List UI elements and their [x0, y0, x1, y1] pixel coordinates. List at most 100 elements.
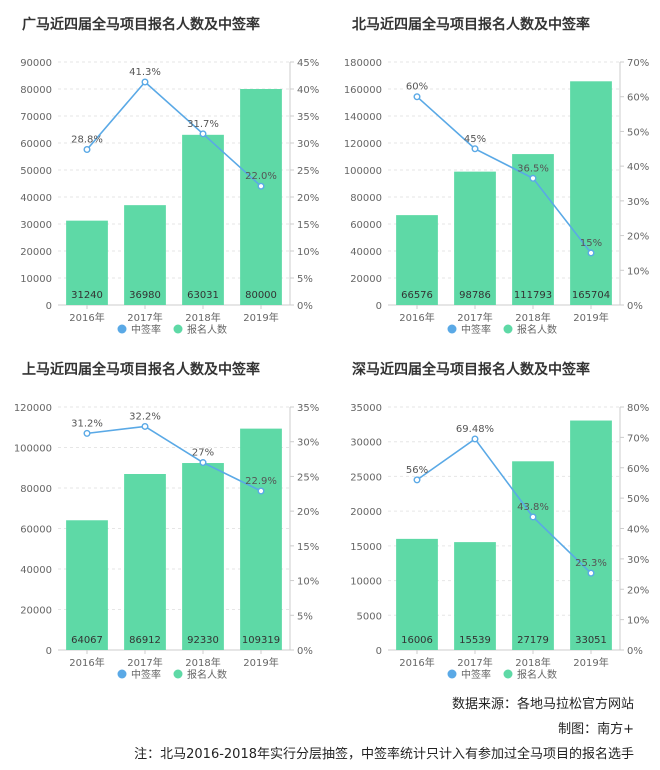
bar [454, 171, 496, 305]
chart-guangzhou: 0 10000 20000 30000 40000 50000 60000 70000 8000… [20, 58, 319, 336]
chart-title: 广马近四届全马项目报名人数及中签率 [22, 17, 260, 33]
legend-bar-icon [173, 669, 183, 679]
y-left-tick-label: 120000 [344, 139, 382, 150]
bar [396, 215, 438, 305]
y-right-tick-label: 30% [627, 555, 649, 566]
x-tick-label: 2018年 [515, 656, 550, 669]
y-left-tick-label: 80000 [20, 484, 52, 495]
y-right-tick-label: 5% [297, 611, 313, 622]
bar-value-label: 36980 [129, 290, 161, 301]
rate-label: 22.9% [245, 476, 277, 487]
chart-panel-guangzhou: 广马近四届全马项目报名人数及中签率 0 10000 20000 30000 40000 5… [0, 0, 330, 345]
y-right-tick-label: 60% [627, 93, 649, 104]
x-tick-label: 2017年 [127, 311, 162, 324]
y-right-tick-label: 50% [627, 494, 649, 505]
y-left-tick-label: 10000 [20, 274, 52, 285]
x-tick-label: 2016年 [69, 656, 104, 669]
bar [570, 420, 612, 650]
y-right-tick-label: 0% [297, 301, 313, 312]
y-left-tick-label: 60000 [350, 220, 382, 231]
bar-value-label: 80000 [245, 290, 277, 301]
rate-label: 27% [192, 448, 214, 459]
bar-value-label: 165704 [572, 290, 610, 301]
y-left-tick-label: 40000 [350, 247, 382, 258]
x-tick-label: 2017年 [457, 311, 492, 324]
y-right-tick-label: 10% [297, 247, 319, 258]
y-left-tick-label: 30000 [20, 220, 52, 231]
legend-line-icon [117, 669, 127, 679]
rate-point [199, 459, 207, 467]
rate-label: 36.5% [517, 163, 549, 174]
x-tick-label: 2018年 [185, 311, 220, 324]
y-left-tick-label: 0 [46, 646, 52, 657]
y-left-tick-label: 160000 [344, 85, 382, 96]
legend-bar-icon [173, 324, 183, 334]
y-left-tick-label: 80000 [350, 193, 382, 204]
rate-label: 60% [406, 82, 428, 93]
y-left-tick-label: 30000 [350, 438, 382, 449]
y-right-tick-label: 15% [297, 542, 319, 553]
y-left-tick-label: 180000 [344, 58, 382, 69]
y-left-tick-label: 0 [376, 301, 382, 312]
y-right-tick-label: 10% [297, 577, 319, 588]
legend-line-label: 中签率 [131, 323, 161, 336]
bar-value-label: 66576 [401, 290, 433, 301]
y-left-tick-label: 10000 [350, 577, 382, 588]
y-left-tick-label: 15000 [350, 542, 382, 553]
y-right-tick-label: 10% [627, 616, 649, 627]
y-left-tick-label: 40000 [20, 565, 52, 576]
source-note: 数据来源：各地马拉松官方网站 [451, 697, 634, 712]
y-right-tick-label: 0% [297, 646, 313, 657]
rate-point [587, 569, 595, 577]
bar-value-label: 27179 [517, 635, 549, 646]
bar [66, 220, 108, 305]
chart-shenzhen: 0 5000 10000 15000 20000 25000 30000 35000 0% 10%… [350, 403, 649, 681]
legend-bar-label: 报名人数 [517, 668, 557, 681]
rate-point [413, 93, 421, 101]
bar [182, 463, 224, 650]
bar-value-label: 31240 [71, 290, 103, 301]
bar [240, 428, 282, 650]
rate-point [141, 78, 149, 86]
x-tick-label: 2017年 [127, 656, 162, 669]
x-tick-label: 2018年 [185, 656, 220, 669]
rate-label: 22.0% [245, 171, 277, 182]
y-right-tick-label: 0% [627, 301, 643, 312]
rate-point [587, 249, 595, 257]
legend-line-label: 中签率 [131, 668, 161, 681]
y-right-tick-label: 20% [297, 193, 319, 204]
rate-point [199, 130, 207, 138]
rate-point [83, 145, 91, 153]
bar [124, 474, 166, 650]
bar [454, 542, 496, 650]
chart-title: 北马近四届全马项目报名人数及中签率 [352, 17, 590, 33]
y-right-tick-label: 40% [627, 162, 649, 173]
y-right-tick-label: 30% [297, 438, 319, 449]
chart-shanghai: 0 20000 40000 60000 80000 100000 120000 0% 5% 10%… [14, 403, 319, 681]
bar-value-label: 15539 [459, 635, 491, 646]
credit-note: 制图：南方+ [558, 722, 634, 737]
y-right-tick-label: 60% [627, 464, 649, 475]
rate-point [257, 487, 265, 495]
bar [66, 520, 108, 650]
y-right-tick-label: 15% [297, 220, 319, 231]
rate-point [471, 435, 479, 443]
x-tick-label: 2019年 [573, 656, 608, 669]
y-left-tick-label: 20000 [350, 507, 382, 518]
y-right-tick-label: 45% [297, 58, 319, 69]
y-right-tick-label: 5% [297, 274, 313, 285]
rate-label: 25.3% [575, 558, 607, 569]
x-tick-label: 2019年 [243, 656, 278, 669]
legend-line-label: 中签率 [461, 668, 491, 681]
y-right-tick-label: 25% [297, 166, 319, 177]
rate-label: 28.8% [71, 134, 103, 145]
y-left-tick-label: 100000 [344, 166, 382, 177]
x-tick-label: 2017年 [457, 656, 492, 669]
chart-beijing: 0 20000 40000 60000 80000 100000 120000 140000 1… [344, 58, 649, 336]
x-tick-label: 2016年 [399, 311, 434, 324]
bar-value-label: 109319 [242, 635, 280, 646]
legend-line-label: 中签率 [461, 323, 491, 336]
bar-value-label: 63031 [187, 290, 219, 301]
bar-value-label: 111793 [514, 290, 552, 301]
y-right-tick-label: 80% [627, 403, 649, 414]
